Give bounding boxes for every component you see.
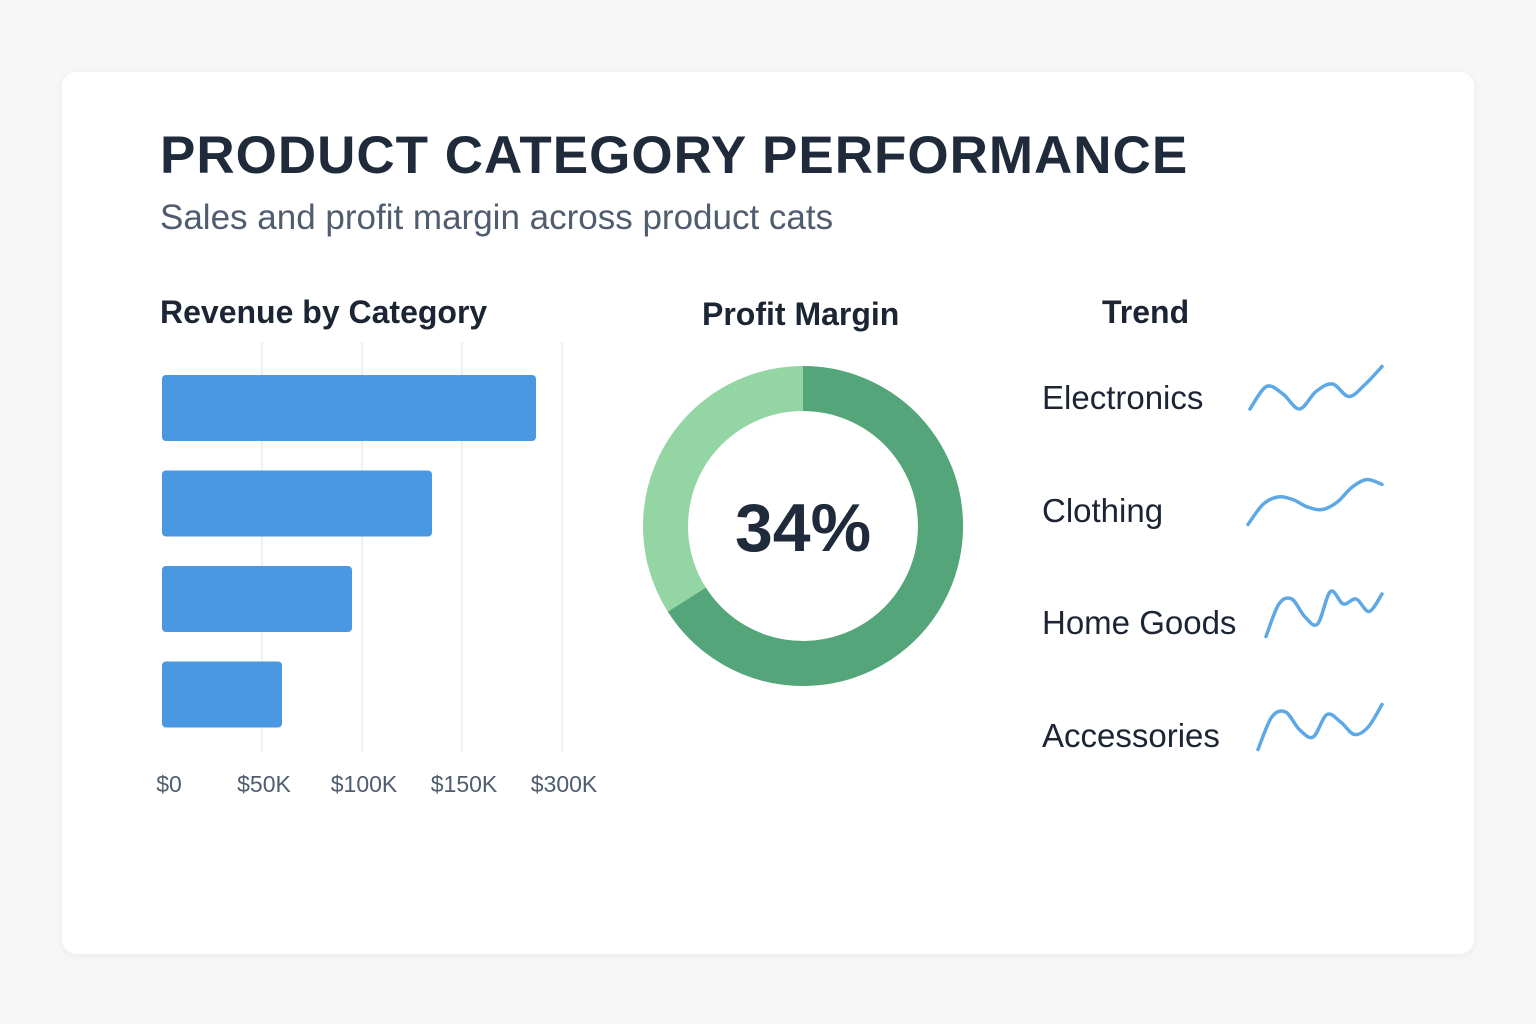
- x-tick-label: $150K: [431, 771, 498, 797]
- trend-sparkline: [1248, 364, 1384, 411]
- x-tick-label: $50K: [237, 771, 291, 797]
- revenue-bar: [162, 470, 432, 537]
- revenue-bar: [162, 661, 282, 728]
- x-tick-label: $100K: [331, 771, 398, 797]
- trend-series-label: Accessories: [1042, 717, 1220, 754]
- x-tick-label: $300K: [531, 771, 598, 797]
- trend-sparkline: [1246, 477, 1384, 527]
- revenue-bar: [162, 375, 536, 441]
- donut-center-label: 34%: [735, 490, 871, 566]
- trend-series-label: Home Goods: [1042, 604, 1236, 641]
- trend-title: Trend: [1102, 294, 1190, 330]
- revenue-chart-title: Revenue by Category: [160, 294, 488, 330]
- trend-sparkline: [1256, 702, 1384, 752]
- trend-sparkline: [1264, 589, 1384, 639]
- trend-sparklines: Electronics Clothing Home Goods Accessories: [1042, 364, 1384, 754]
- page-title: PRODUCT CATEGORY PERFORMANCE: [160, 126, 1189, 185]
- profit-margin-donut: 34%: [643, 366, 963, 686]
- profit-margin-title: Profit Margin: [702, 296, 900, 332]
- donut-primary-slice: [667, 366, 963, 686]
- revenue-bar-chart: $0 $50K $100K $150K $300K: [156, 342, 598, 797]
- trend-series-label: Clothing: [1042, 492, 1163, 529]
- page-subtitle: Sales and profit margin across product c…: [160, 198, 834, 237]
- trend-series-label: Electronics: [1042, 379, 1203, 416]
- revenue-bar: [162, 566, 352, 632]
- x-tick-label: $0: [156, 771, 182, 797]
